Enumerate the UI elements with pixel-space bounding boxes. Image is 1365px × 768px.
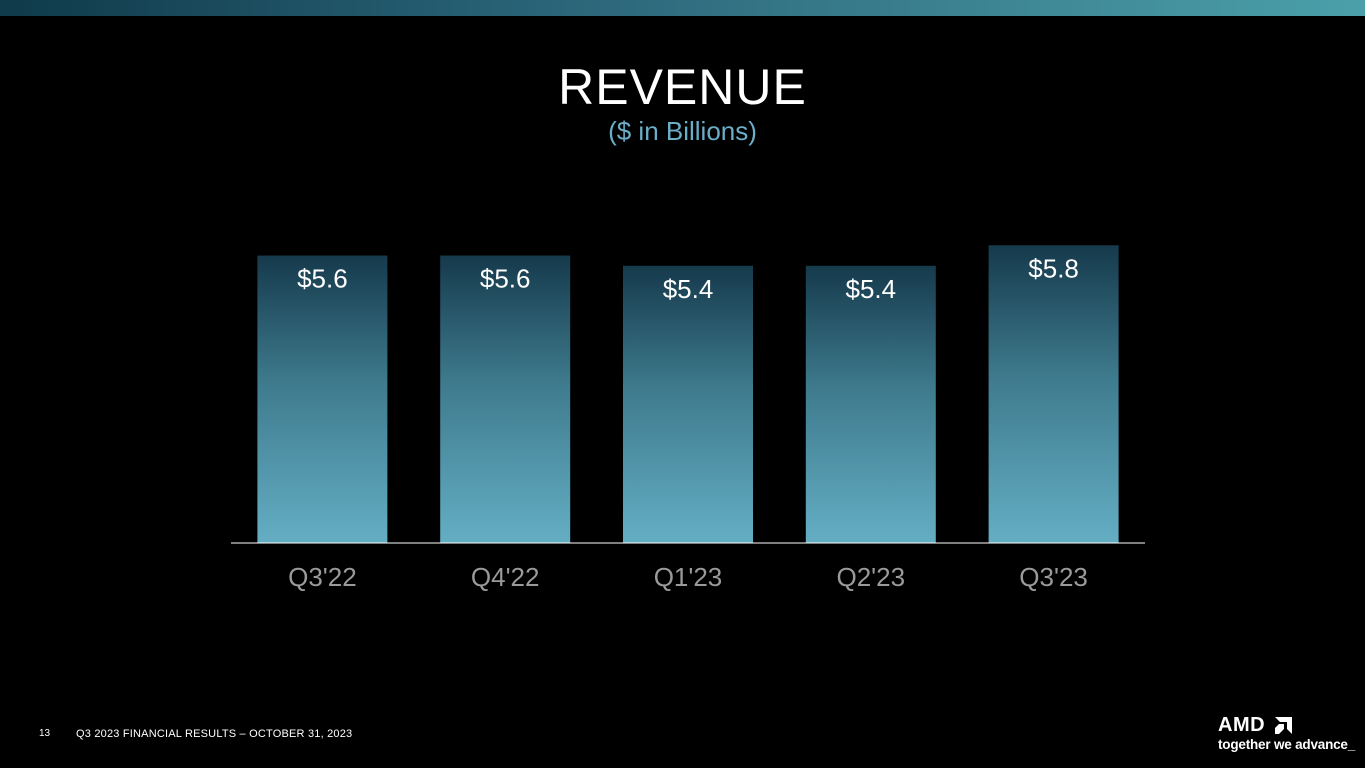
x-tick-label-1: Q4'22	[471, 562, 540, 592]
amd-logo: AMD together we advance_	[1218, 714, 1356, 758]
chart-title: REVENUE	[558, 59, 807, 115]
footer-caption: Q3 2023 FINANCIAL RESULTS – OCTOBER 31, …	[76, 728, 353, 740]
bar-1	[440, 255, 571, 544]
data-label-3: $5.4	[845, 274, 896, 304]
x-tick-label-2: Q1'23	[654, 562, 723, 592]
data-labels-group: $5.6 $5.6 $5.4 $5.4 $5.8	[297, 253, 1079, 304]
data-label-4: $5.8	[1028, 253, 1079, 283]
x-tick-label-3: Q2'23	[837, 562, 906, 592]
data-label-2: $5.4	[663, 274, 714, 304]
bar-2	[623, 265, 753, 543]
bar-4	[988, 245, 1119, 543]
bar-0	[257, 255, 388, 544]
bars-group	[257, 245, 1119, 544]
page-number: 13	[39, 728, 51, 739]
bar-3	[805, 265, 936, 543]
top-accent-bar	[0, 0, 1365, 16]
amd-arrow-icon	[1275, 717, 1292, 734]
amd-wordmark: AMD	[1218, 714, 1266, 736]
amd-tagline: together we advance_	[1218, 737, 1356, 752]
x-tick-labels-group: Q3'22 Q4'22 Q1'23 Q2'23 Q3'23	[288, 562, 1088, 592]
data-label-0: $5.6	[297, 264, 348, 294]
data-label-1: $5.6	[480, 264, 531, 294]
chart-subtitle: ($ in Billions)	[608, 116, 757, 146]
x-tick-label-0: Q3'22	[288, 562, 357, 592]
x-tick-label-4: Q3'23	[1019, 562, 1088, 592]
